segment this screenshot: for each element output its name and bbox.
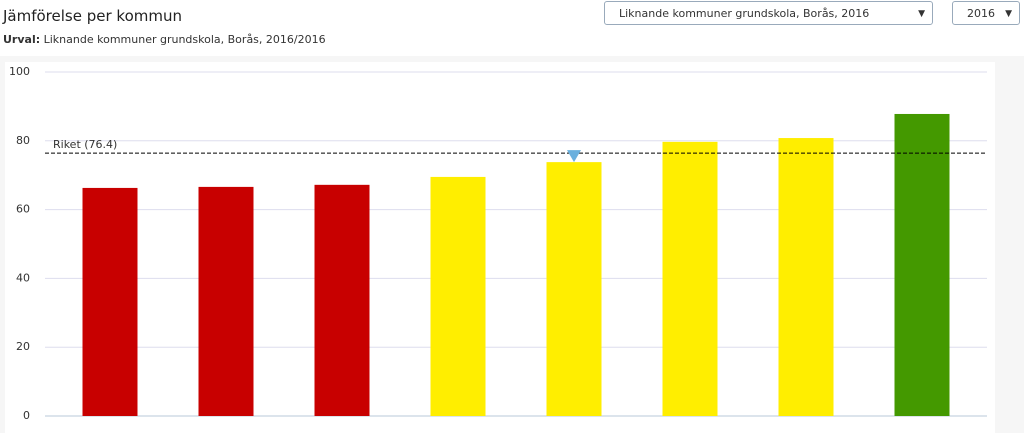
year-dropdown[interactable]: 2016 ▼ <box>952 1 1020 25</box>
plot-background <box>5 62 995 433</box>
bar <box>198 186 254 416</box>
reference-label: Riket (76.4) <box>53 138 117 151</box>
dropdown-arrow: ▼ <box>1005 9 1012 19</box>
y-tick-label: 0 <box>23 409 30 422</box>
y-tick-label: 100 <box>9 65 30 78</box>
subtitle-text: Liknande kommuner grundskola, Borås, 201… <box>43 33 326 46</box>
bar <box>662 141 718 416</box>
dropdown-text: Liknande kommuner grundskola, Borås, 201… <box>619 7 870 20</box>
y-tick-label: 60 <box>16 203 30 216</box>
title: Jämförelse per kommun <box>3 7 182 25</box>
y-tick-label: 20 <box>16 340 30 353</box>
y-tick-label: 40 <box>16 271 30 284</box>
bar <box>778 138 834 416</box>
bar <box>82 187 138 416</box>
selection-dropdown[interactable]: Liknande kommuner grundskola, Borås, 201… <box>604 1 933 25</box>
dropdown-text: 2016 <box>967 7 995 20</box>
subtitle: Urval: Liknande kommuner grundskola, Bor… <box>3 33 326 46</box>
bar <box>546 162 602 416</box>
y-tick-label: 80 <box>16 134 30 147</box>
bar <box>894 113 950 416</box>
dropdown-arrow: ▼ <box>918 9 925 19</box>
highlight-marker <box>567 150 581 163</box>
subtitle-label: Urval: <box>3 33 41 46</box>
bar <box>314 184 370 416</box>
bar <box>430 176 486 416</box>
